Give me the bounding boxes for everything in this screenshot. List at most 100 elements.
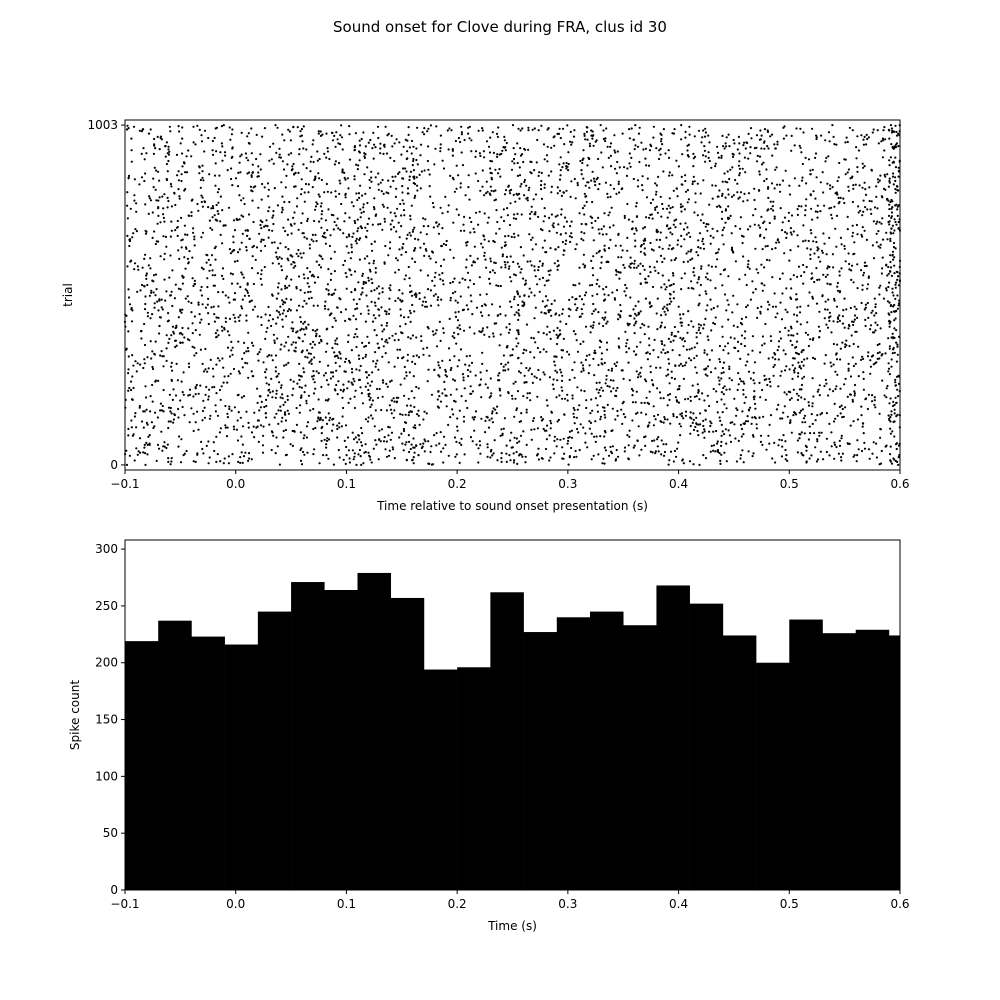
raster-spike — [533, 317, 536, 320]
raster-spike — [215, 150, 218, 153]
raster-spike — [579, 342, 582, 346]
raster-spike — [236, 419, 239, 422]
raster-spike — [332, 228, 335, 231]
raster-spike — [389, 380, 392, 383]
raster-spike — [793, 177, 797, 180]
raster-spike — [658, 149, 661, 152]
raster-spike — [355, 192, 358, 195]
raster-spike — [666, 351, 669, 354]
raster-spike — [793, 313, 796, 316]
raster-spike — [617, 337, 620, 340]
raster-spike — [432, 294, 435, 297]
raster-spike — [353, 149, 356, 152]
raster-spike — [773, 441, 776, 444]
raster-spike — [657, 356, 660, 359]
raster-spike — [640, 411, 643, 414]
raster-spike — [344, 357, 348, 360]
raster-spike — [190, 214, 193, 217]
raster-spike — [545, 304, 548, 307]
raster-spike — [582, 426, 585, 429]
raster-spike — [785, 393, 788, 396]
raster-spike — [434, 332, 437, 335]
raster-spike — [479, 444, 482, 447]
raster-spike — [441, 392, 444, 395]
raster-spike — [132, 433, 135, 436]
raster-spike — [479, 452, 482, 455]
raster-spike — [805, 265, 808, 269]
raster-spike — [644, 444, 647, 447]
raster-spike — [272, 142, 275, 145]
raster-spike — [792, 357, 795, 360]
raster-spike — [407, 397, 410, 400]
raster-spike — [347, 449, 350, 452]
raster-spike — [733, 423, 736, 426]
raster-spike — [570, 436, 574, 439]
raster-spike — [777, 340, 781, 343]
raster-spike — [573, 408, 576, 412]
raster-spike — [433, 276, 436, 279]
raster-spike — [555, 333, 558, 336]
raster-spike — [208, 388, 211, 391]
raster-spike — [521, 127, 524, 130]
raster-spike — [706, 304, 709, 307]
raster-spike — [692, 412, 695, 415]
raster-spike — [201, 303, 204, 306]
raster-spike — [723, 172, 726, 175]
raster-spike — [389, 241, 392, 244]
raster-spike — [680, 415, 684, 418]
raster-spike — [355, 368, 358, 371]
raster-spike — [655, 228, 658, 231]
raster-spike — [668, 244, 671, 247]
raster-spike — [259, 348, 262, 351]
raster-spike — [721, 210, 724, 213]
raster-spike — [183, 161, 186, 164]
raster-spike — [482, 235, 485, 238]
raster-spike — [233, 229, 237, 232]
raster-spike — [714, 162, 717, 165]
raster-spike — [627, 218, 631, 221]
raster-spike — [778, 183, 782, 186]
raster-spike — [633, 259, 636, 262]
raster-spike — [302, 371, 306, 374]
raster-spike — [628, 322, 631, 326]
raster-spike — [192, 125, 195, 128]
raster-spike — [516, 212, 519, 215]
raster-spike — [245, 350, 248, 353]
raster-spike — [825, 156, 828, 159]
raster-spike — [193, 282, 196, 286]
raster-spike — [457, 136, 460, 140]
raster-spike — [486, 326, 489, 329]
raster-spike — [194, 143, 197, 146]
raster-spike — [837, 176, 840, 179]
raster-spike — [739, 357, 742, 360]
raster-spike — [144, 253, 147, 256]
raster-spike — [819, 181, 822, 184]
raster-spike — [320, 439, 323, 442]
raster-spike — [146, 453, 149, 456]
raster-spike — [436, 225, 439, 228]
raster-spike — [182, 276, 185, 279]
raster-spike — [337, 356, 340, 359]
raster-spike — [467, 132, 470, 135]
raster-spike — [173, 414, 176, 417]
raster-spike — [438, 320, 441, 323]
raster-spike — [278, 381, 281, 384]
raster-spike — [295, 287, 298, 290]
raster-spike — [332, 214, 335, 217]
raster-spike — [788, 398, 792, 401]
raster-spike — [407, 126, 410, 129]
raster-spike — [496, 135, 499, 138]
raster-spike — [546, 424, 549, 427]
raster-spike — [354, 318, 358, 321]
raster-spike — [327, 208, 330, 211]
raster-spike — [629, 262, 632, 266]
raster-spike — [170, 361, 173, 364]
raster-spike — [418, 292, 421, 295]
raster-spike — [140, 152, 143, 155]
raster-spike — [571, 296, 574, 299]
raster-spike — [278, 463, 281, 466]
raster-spike — [250, 370, 253, 373]
raster-spike — [782, 411, 785, 414]
raster-spike — [415, 158, 418, 162]
raster-spike — [817, 256, 820, 259]
